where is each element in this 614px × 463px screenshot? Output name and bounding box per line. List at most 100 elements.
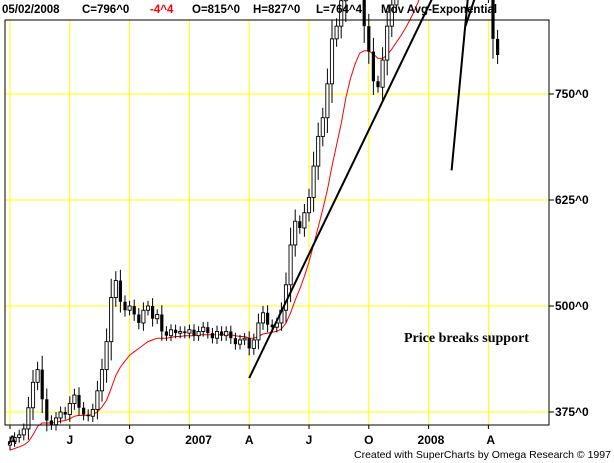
price-bar-body-down <box>229 331 233 339</box>
price-bar-body-down <box>45 399 49 421</box>
price-bar-body-up <box>320 117 325 137</box>
annotation-price-breaks-support: Price breaks support <box>404 331 529 346</box>
price-bar-body-down <box>220 331 224 336</box>
x-tick-label: A <box>486 433 495 447</box>
price-bar-body-up <box>21 428 26 436</box>
price-bar-body-up <box>145 305 151 311</box>
price-bar-body-up <box>113 280 118 298</box>
price-bar-body-down <box>49 420 53 425</box>
annotation-arrow <box>450 0 469 171</box>
price-bar-body-down <box>233 338 237 345</box>
price-bar-body-up <box>237 339 243 345</box>
price-bar-body-down <box>164 331 168 336</box>
price-bar-body-down <box>77 395 81 408</box>
price-bar-body-down <box>118 280 122 302</box>
price-bar-body-up <box>90 409 95 417</box>
price-bar-body-down <box>123 301 127 311</box>
price-bar-body-down <box>132 306 136 315</box>
support-trendline <box>248 0 433 379</box>
price-bar-body-down <box>174 329 178 334</box>
price-bar-body-down <box>367 26 371 52</box>
y-tick-label: 500^0 <box>555 299 589 313</box>
price-bar-body-up <box>141 309 146 324</box>
price-bar-body-up <box>58 411 63 419</box>
price-bar-body-up <box>380 59 385 88</box>
price-bar-body-down <box>376 81 380 88</box>
price-bar-body-down <box>86 414 90 417</box>
x-tick-label: J <box>66 433 73 447</box>
price-bar-body-down <box>496 38 500 55</box>
price-bar-body-up <box>7 441 13 446</box>
price-bar-body-up <box>329 38 335 85</box>
price-bar-body-up <box>251 339 256 349</box>
header-low: L=764^4 <box>316 4 363 16</box>
price-bar-body-up <box>288 244 293 286</box>
price-bar-body-up <box>12 436 17 443</box>
price-bar-body-up <box>302 212 307 229</box>
price-bar-body-down <box>192 329 196 336</box>
x-tick-label: O <box>125 433 134 447</box>
price-bar-body-up <box>109 297 114 343</box>
price-bar-body-up <box>325 83 330 119</box>
price-bar-body-up <box>339 0 344 27</box>
price-bar-body-up <box>17 434 22 438</box>
price-bar-body-up <box>26 407 31 430</box>
price-bar-body-up <box>214 330 220 339</box>
y-tick-label: 625^0 <box>555 193 589 207</box>
price-bar-body-up <box>30 381 36 409</box>
price-bar-series <box>7 0 500 451</box>
price-bar-body-down <box>63 412 67 415</box>
price-bar-body-up <box>394 0 399 6</box>
price-bar-body-down <box>183 331 187 334</box>
price-bar-body-up <box>343 0 348 2</box>
price-bar-body-up <box>316 135 321 167</box>
header-close: C=796^0 <box>82 4 129 16</box>
header-study-name: Mov Avg-Exponential <box>381 4 497 16</box>
price-bar-body-down <box>82 407 86 415</box>
x-tick-label: 2007 <box>185 433 212 447</box>
price-bar-body-up <box>99 369 105 392</box>
price-bar-body-up <box>72 394 77 404</box>
price-bar-body-down <box>266 312 270 325</box>
credit-text: Created with SuperCharts by Omega Resear… <box>354 449 611 461</box>
grid-lines <box>5 20 549 425</box>
y-tick-label: 375^0 <box>555 405 589 419</box>
price-bar-body-up <box>224 330 229 337</box>
header-change: -4^4 <box>150 4 174 16</box>
price-bar-body-up <box>104 341 109 371</box>
price-bar-body-up <box>53 417 59 426</box>
support-trendline <box>464 0 476 27</box>
x-axis: A J O 2007 A J O 2008 A <box>8 425 495 447</box>
price-bar-body-down <box>206 327 210 334</box>
y-tick-label: 750^0 <box>555 87 589 101</box>
price-bar-body-up <box>306 197 312 214</box>
price-bar-body-down <box>40 369 44 400</box>
price-bar-body-up <box>196 330 201 337</box>
price-bar-body-down <box>210 333 214 339</box>
price-bar-body-down <box>371 51 375 82</box>
price-bar-body-up <box>67 403 72 415</box>
y-axis: 375^0500^0625^0750^0875^01000^01125^0125… <box>549 87 589 419</box>
x-tick-label: A <box>245 433 254 447</box>
price-bar-body-up <box>385 25 390 61</box>
price-bar-body-down <box>491 0 495 39</box>
header-date: 05/02/2008 <box>2 4 60 16</box>
trendline-group <box>248 0 476 379</box>
x-tick-label: 2008 <box>418 433 445 447</box>
price-bar-body-up <box>127 305 132 311</box>
header-high: H=827^0 <box>253 4 300 16</box>
price-bar-body-up <box>334 25 339 40</box>
price-bar-body-down <box>137 314 141 323</box>
plot-border <box>4 19 550 426</box>
price-bar-body-up <box>260 312 266 324</box>
header-open: O=815^0 <box>192 4 240 16</box>
price-bar-body-down <box>247 338 251 349</box>
price-bar-body-up <box>155 314 160 320</box>
price-bar-body-up <box>35 369 40 383</box>
header-readout: 05/02/2008 C=796^0 -4^4 O=815^0 H=827^0 … <box>2 4 497 16</box>
price-bar-body-up <box>311 165 316 198</box>
price-bar-body-down <box>160 314 164 332</box>
price-bar-body-up <box>187 329 192 334</box>
